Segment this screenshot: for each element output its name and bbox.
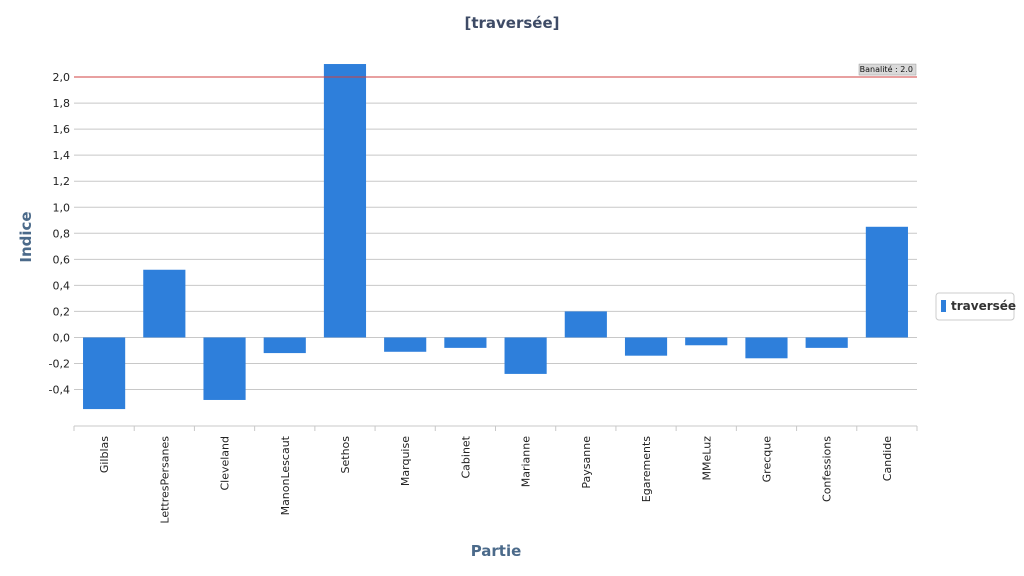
- bar-manonlescaut[interactable]: [263, 337, 306, 354]
- x-axis: [73, 425, 918, 431]
- y-axis-title: Indice: [17, 211, 35, 262]
- bar-marianne[interactable]: [504, 337, 547, 374]
- x-tick-label: Marianne: [520, 436, 533, 487]
- legend[interactable]: traversée: [935, 292, 1016, 321]
- x-tick-label: Marquise: [399, 436, 412, 486]
- bar-paysanne[interactable]: [564, 311, 607, 338]
- x-tick-label: LettresPersanes: [158, 436, 171, 524]
- x-tick-label: Egarements: [640, 436, 653, 502]
- reference-label-box: [858, 63, 917, 76]
- y-tick-label: 0,2: [53, 305, 71, 318]
- x-tick-label: MMeLuz: [700, 436, 713, 481]
- y-tick-label: -0,2: [49, 358, 70, 371]
- y-tick-label: 0,4: [53, 279, 71, 292]
- y-tick-label: 0,8: [53, 227, 71, 240]
- x-tick-label: Sethos: [339, 436, 352, 474]
- y-tick-label: 2,0: [53, 71, 71, 84]
- y-tick-label: -0,4: [49, 384, 70, 397]
- bar-mmeluz[interactable]: [685, 337, 728, 346]
- y-axis-ticks: 2,0 1,8 1,6 1,4 1,2 1,0 0,8 0,6 0,4 0,2 0,0 -0,2 -0,…: [49, 71, 71, 397]
- y-tick-label: 1,6: [53, 123, 71, 136]
- bars: [83, 64, 908, 410]
- x-tick-label: Cabinet: [459, 435, 472, 478]
- bar-gilblas[interactable]: [83, 337, 126, 410]
- x-tick-label: Confessions: [821, 436, 834, 502]
- bar-marquise[interactable]: [384, 337, 427, 352]
- x-tick-label: ManonLescaut: [279, 435, 292, 515]
- bar-cleveland[interactable]: [203, 337, 246, 400]
- grid-lines: [74, 76, 917, 391]
- bar-confessions[interactable]: [805, 337, 848, 348]
- x-tick-label: Cleveland: [219, 436, 232, 491]
- bar-sethos[interactable]: [323, 64, 367, 338]
- legend-box: [935, 292, 1015, 321]
- reference-label: Banalité : 2.0: [860, 64, 913, 74]
- y-tick-label: 1,0: [53, 201, 71, 214]
- chart-title: [traversée]: [464, 14, 559, 32]
- bar-lettrespersanes[interactable]: [143, 269, 186, 338]
- x-tick-label: Candide: [881, 436, 894, 481]
- legend-swatch: [941, 300, 946, 312]
- x-axis-labels: Gilblas LettresPersanes Cleveland ManonLesc…: [98, 435, 894, 523]
- y-tick-label: 1,8: [53, 97, 71, 110]
- x-axis-title: Partie: [471, 542, 522, 560]
- bar-egarements[interactable]: [624, 337, 668, 356]
- x-tick-label: Grecque: [760, 436, 773, 483]
- y-tick-label: 0,0: [53, 331, 71, 344]
- bar-cabinet[interactable]: [444, 337, 487, 348]
- x-tick-label: Gilblas: [98, 436, 111, 473]
- reference-line-group: Banalité : 2.0: [74, 63, 917, 78]
- y-tick-label: 1,2: [53, 175, 71, 188]
- y-tick-label: 0,6: [53, 253, 71, 266]
- y-tick-label: 1,4: [53, 149, 71, 162]
- bar-candide[interactable]: [865, 226, 908, 338]
- legend-label: traversée: [951, 299, 1016, 313]
- x-tick-label: Paysanne: [580, 436, 593, 489]
- bar-grecque[interactable]: [745, 337, 788, 359]
